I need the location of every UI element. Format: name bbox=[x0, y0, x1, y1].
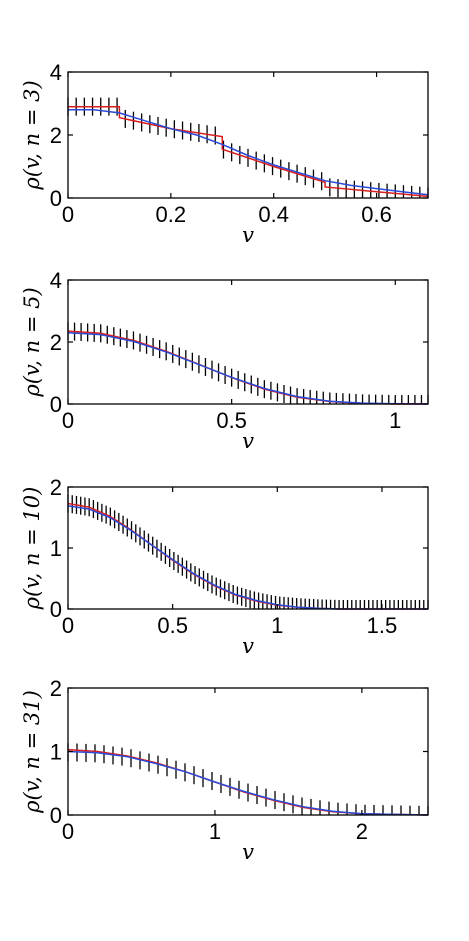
x-tick-label: 0.4 bbox=[258, 202, 289, 227]
plot-frame bbox=[67, 486, 429, 610]
y-tick-label: 1 bbox=[50, 740, 62, 765]
y-axis-label: ρ(v, n = 10) bbox=[20, 487, 44, 611]
y-tick-label: 0 bbox=[50, 803, 62, 828]
series-line-exact bbox=[67, 502, 428, 610]
sample-markers bbox=[67, 322, 429, 404]
y-axis-label: ρ(v, n = 3) bbox=[20, 80, 44, 190]
sample-markers bbox=[67, 743, 429, 815]
sample-markers bbox=[67, 494, 429, 609]
panel-2: 0 0.5 1 0 2 4 v ρ(v, n = 5) bbox=[20, 268, 429, 453]
x-axis-label: v bbox=[242, 634, 254, 658]
x-tick-label: 2 bbox=[356, 819, 368, 844]
x-axis-label: v bbox=[242, 223, 254, 247]
series-line-approx bbox=[68, 109, 429, 196]
y-tick-label: 1 bbox=[50, 536, 62, 561]
series-line-exact bbox=[67, 330, 428, 405]
y-tick-label: 2 bbox=[50, 676, 62, 701]
x-tick-label: 0.2 bbox=[156, 202, 187, 227]
y-axis-label: ρ(v, n = 5) bbox=[20, 287, 44, 397]
y-tick-label: 4 bbox=[50, 268, 62, 293]
y-tick-label: 0 bbox=[50, 186, 62, 211]
panel-3: 0 0.5 1 1.5 0 1 2 v ρ(v, n = 10) bbox=[20, 475, 429, 658]
plot-frame bbox=[67, 71, 429, 199]
x-tick-label: 0.5 bbox=[157, 613, 188, 638]
x-axis-label: v bbox=[242, 429, 254, 453]
x-tick-label: 0.5 bbox=[216, 408, 247, 433]
x-tick-label: 1 bbox=[209, 819, 221, 844]
x-tick-label: 1 bbox=[389, 408, 401, 433]
series-line-approx bbox=[67, 331, 429, 405]
x-tick-label: 0.6 bbox=[361, 202, 392, 227]
y-tick-label: 2 bbox=[50, 123, 62, 148]
sample-markers bbox=[67, 97, 429, 198]
x-tick-label: 0 bbox=[62, 819, 74, 844]
series-line-approx bbox=[67, 750, 429, 816]
y-tick-label: 4 bbox=[50, 60, 62, 85]
y-axis-label: ρ(v, n = 31) bbox=[20, 690, 44, 814]
plot-frame bbox=[67, 279, 429, 405]
x-axis-label: v bbox=[242, 840, 254, 864]
y-tick-label: 2 bbox=[50, 475, 62, 500]
x-tick-label: 1.5 bbox=[367, 613, 398, 638]
x-tick-label: 0 bbox=[62, 408, 74, 433]
y-tick-label: 2 bbox=[50, 330, 62, 355]
series-line-approx bbox=[67, 505, 428, 610]
x-tick-label: 1 bbox=[271, 613, 283, 638]
panel-4: 0 1 2 0 1 2 v ρ(v, n = 31) bbox=[20, 676, 429, 864]
y-tick-label: 0 bbox=[50, 392, 62, 417]
x-tick-label: 0 bbox=[62, 613, 74, 638]
panel-1: 0 0.2 0.4 0.6 0 2 4 v ρ(v, n = 3) bbox=[20, 60, 429, 247]
series-line-exact bbox=[68, 105, 429, 198]
y-tick-label: 0 bbox=[50, 597, 62, 622]
x-tick-label: 0 bbox=[62, 202, 74, 227]
